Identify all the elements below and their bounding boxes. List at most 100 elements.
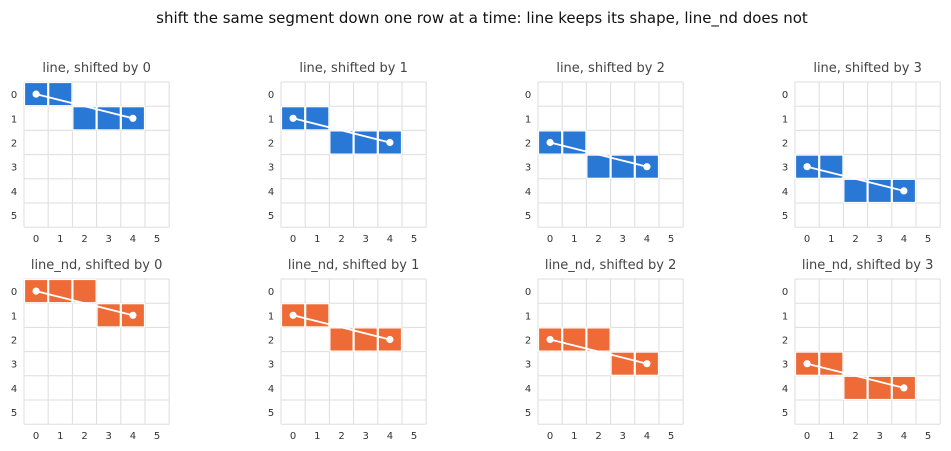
cell-border: [353, 327, 378, 352]
x-tick-label: 1: [314, 431, 320, 442]
x-tick-label: 1: [571, 431, 577, 442]
x-tick-label: 4: [644, 431, 650, 442]
segment-line: [806, 362, 905, 389]
x-tick-label: 0: [804, 234, 810, 245]
y-tick-label: 5: [11, 211, 17, 222]
y-tick-label: 2: [11, 336, 17, 347]
x-tick-label: 5: [668, 234, 674, 245]
cell-border: [794, 351, 820, 376]
cell-border: [891, 375, 917, 401]
cell-border: [819, 351, 844, 376]
filled-cell: [329, 327, 354, 352]
y-tick-label: 2: [268, 139, 274, 150]
figure-title: shift the same segment down one row at a…: [156, 9, 808, 28]
panel-title: line, shifted by 0: [42, 61, 151, 76]
panel-line_nd-shift-3: line_nd, shifted by 3 0 0 1 1 2 2 3 3 4 4 5 5: [782, 258, 941, 442]
segment-end-point: [386, 335, 394, 344]
x-tick-label: 3: [363, 431, 369, 442]
cell-border: [48, 278, 73, 304]
y-tick-label: 2: [525, 139, 531, 150]
y-tick-label: 2: [11, 139, 17, 150]
panel-line-shift-1: line, shifted by 1 0 0 1 1 2 2 3 3 4 4 5 5: [268, 61, 427, 245]
segment-start-point: [289, 114, 297, 122]
x-tick-label: 0: [290, 431, 296, 442]
segment-line: [549, 338, 648, 365]
cell-border: [867, 375, 892, 401]
panel-title: line_nd, shifted by 0: [31, 258, 163, 273]
x-tick-label: 0: [33, 431, 39, 442]
x-tick-label: 2: [338, 234, 344, 245]
y-tick-label: 3: [268, 360, 274, 371]
segment-line: [35, 93, 134, 120]
cell-border: [537, 130, 563, 155]
cell-border: [96, 303, 121, 328]
segment-start-point: [546, 335, 554, 344]
x-tick-label: 4: [644, 234, 650, 245]
panel-line_nd-shift-0: line_nd, shifted by 0 0 0 1 1 2 2 3 3 4 4 5 5: [11, 258, 170, 442]
filled-cell: [843, 178, 868, 203]
x-tick-label: 5: [925, 431, 931, 442]
x-tick-label: 4: [130, 431, 136, 442]
y-tick-label: 1: [268, 311, 274, 322]
x-tick-label: 3: [620, 234, 626, 245]
x-tick-label: 5: [154, 234, 160, 245]
filled-cell: [586, 154, 611, 179]
y-tick-label: 4: [782, 384, 788, 395]
x-tick-label: 5: [154, 431, 160, 442]
y-tick-label: 0: [11, 90, 17, 101]
panel-line_nd-shift-1: line_nd, shifted by 1 0 0 1 1 2 2 3 3 4 4 5 5: [268, 258, 427, 442]
cell-border: [562, 327, 587, 352]
cell-border: [120, 106, 146, 131]
x-tick-label: 0: [547, 234, 553, 245]
cell-border: [377, 327, 403, 352]
segment-end-point: [643, 163, 651, 171]
cell-border: [305, 106, 330, 131]
y-tick-label: 3: [525, 360, 531, 371]
y-tick-label: 5: [268, 211, 274, 222]
y-tick-label: 3: [268, 163, 274, 174]
segment-start-point: [803, 360, 811, 368]
y-tick-label: 5: [782, 211, 788, 222]
segment-line: [292, 117, 391, 144]
x-tick-label: 0: [547, 431, 553, 442]
x-tick-label: 4: [387, 234, 393, 245]
filled-cell: [586, 327, 611, 352]
x-tick-label: 4: [387, 431, 393, 442]
x-tick-label: 3: [363, 234, 369, 245]
cell-border: [280, 106, 306, 131]
x-tick-label: 5: [668, 431, 674, 442]
y-tick-label: 3: [11, 163, 17, 174]
segment-end-point: [129, 311, 137, 319]
y-tick-label: 1: [11, 114, 17, 125]
panel-line_nd-shift-2: line_nd, shifted by 2 0 0 1 1 2 2 3 3 4 4 5 5: [525, 258, 684, 442]
x-tick-label: 0: [804, 431, 810, 442]
y-tick-label: 0: [525, 287, 531, 298]
x-tick-label: 3: [620, 431, 626, 442]
segment-line: [549, 141, 648, 168]
x-tick-label: 1: [57, 234, 63, 245]
x-tick-label: 4: [901, 234, 907, 245]
y-tick-label: 5: [782, 408, 788, 419]
y-tick-label: 1: [268, 114, 274, 125]
filled-cell: [72, 106, 97, 131]
y-tick-label: 3: [525, 163, 531, 174]
cell-border: [23, 278, 49, 304]
x-tick-label: 5: [411, 234, 417, 245]
segment-start-point: [546, 138, 554, 147]
y-tick-label: 3: [782, 163, 788, 174]
y-tick-label: 2: [782, 139, 788, 150]
cell-border: [305, 303, 330, 328]
x-tick-label: 1: [828, 431, 834, 442]
y-tick-label: 2: [782, 336, 788, 347]
segment-line: [35, 290, 134, 317]
segment-end-point: [900, 187, 908, 195]
y-tick-label: 1: [11, 311, 17, 322]
segment-end-point: [643, 360, 651, 368]
segment-line: [292, 314, 391, 341]
x-tick-label: 1: [314, 234, 320, 245]
panel-title: line_nd, shifted by 3: [802, 258, 934, 273]
cell-border: [48, 81, 73, 107]
segment-end-point: [129, 114, 137, 122]
x-tick-label: 2: [852, 234, 858, 245]
x-tick-label: 2: [81, 234, 87, 245]
